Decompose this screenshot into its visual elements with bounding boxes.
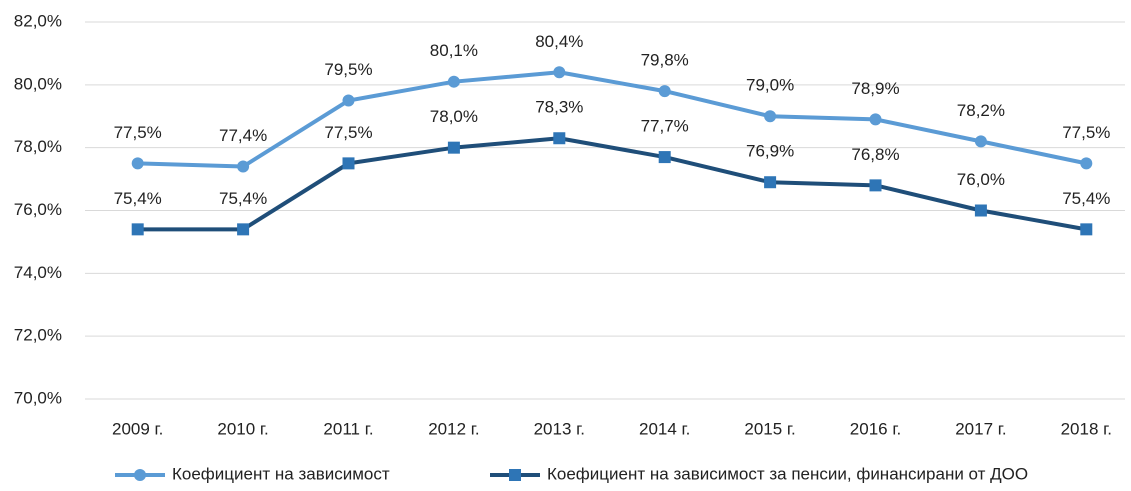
data-point (658, 151, 671, 164)
x-tick-label: 2015 г. (744, 419, 795, 438)
y-tick-label: 78,0% (14, 137, 62, 156)
legend-marker (509, 469, 521, 481)
data-point (764, 176, 777, 189)
y-tick-label: 70,0% (14, 388, 62, 407)
y-tick-label: 76,0% (14, 200, 62, 219)
data-label: 75,4% (114, 189, 162, 208)
data-point (869, 113, 882, 126)
data-point (869, 179, 882, 192)
data-label: 76,9% (746, 142, 794, 161)
data-point (553, 66, 566, 79)
legend-marker (134, 469, 146, 481)
data-point (447, 141, 460, 154)
y-tick-label: 82,0% (14, 11, 62, 30)
x-tick-label: 2013 г. (534, 419, 585, 438)
data-label: 79,5% (324, 60, 372, 79)
data-point (342, 94, 355, 107)
x-tick-label: 2009 г. (112, 419, 163, 438)
data-label: 78,2% (957, 101, 1005, 120)
data-label: 77,4% (219, 126, 267, 145)
series-line (137, 136, 1087, 232)
data-point (974, 204, 987, 217)
y-tick-label: 72,0% (14, 326, 62, 345)
y-tick-label: 74,0% (14, 263, 62, 282)
data-label: 79,8% (641, 51, 689, 70)
x-tick-label: 2016 г. (850, 419, 901, 438)
data-label: 77,5% (1062, 123, 1110, 142)
data-point (342, 157, 355, 170)
data-label: 75,4% (1062, 189, 1110, 208)
data-label: 80,1% (430, 41, 478, 60)
data-point (131, 157, 144, 170)
x-tick-label: 2012 г. (428, 419, 479, 438)
x-tick-label: 2018 г. (1061, 419, 1112, 438)
data-label: 75,4% (219, 189, 267, 208)
data-point (237, 160, 250, 173)
data-point (1080, 223, 1093, 236)
data-point (1080, 157, 1093, 170)
data-point (974, 135, 987, 148)
data-label: 77,7% (641, 117, 689, 136)
legend-label: Коефициент на зависимост (172, 464, 390, 483)
data-label: 76,8% (851, 145, 899, 164)
y-tick-label: 80,0% (14, 74, 62, 93)
data-point (237, 223, 250, 236)
data-point (553, 132, 566, 145)
x-tick-label: 2017 г. (955, 419, 1006, 438)
data-label: 76,0% (957, 170, 1005, 189)
series-line (137, 70, 1087, 169)
x-tick-label: 2010 г. (217, 419, 268, 438)
data-label: 77,5% (324, 123, 372, 142)
data-label: 79,0% (746, 76, 794, 95)
data-label: 78,9% (851, 79, 899, 98)
data-point (658, 85, 671, 98)
data-label: 80,4% (535, 32, 583, 51)
data-label: 78,3% (535, 98, 583, 117)
x-tick-label: 2014 г. (639, 419, 690, 438)
x-tick-label: 2011 г. (323, 419, 373, 438)
data-point (131, 223, 144, 236)
data-point (447, 75, 460, 88)
legend-label: Коефициент на зависимост за пенсии, фина… (547, 464, 1028, 483)
data-point (764, 110, 777, 123)
data-label: 78,0% (430, 107, 478, 126)
data-label: 77,5% (114, 123, 162, 142)
